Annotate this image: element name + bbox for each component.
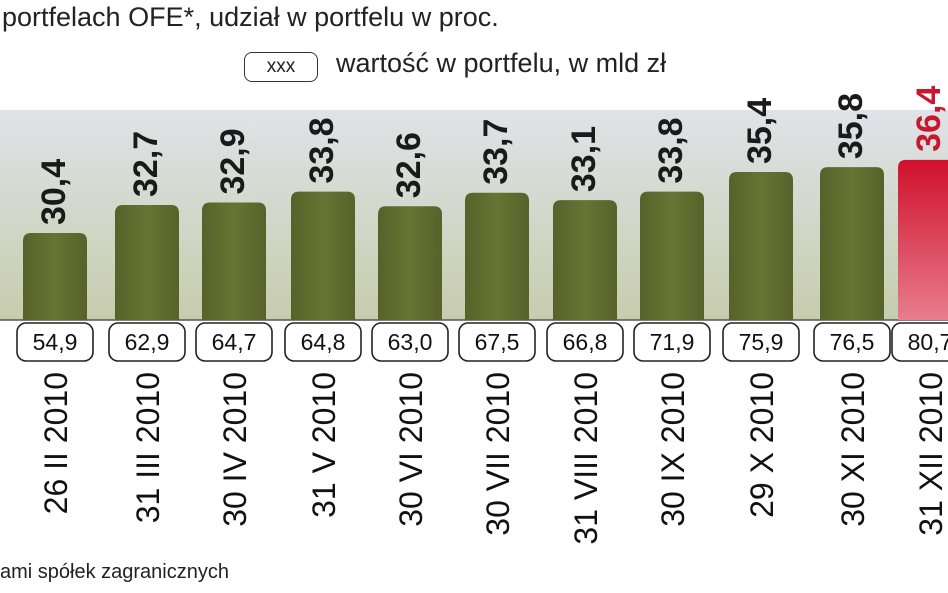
portfolio-value-box	[458, 322, 536, 362]
bar	[898, 159, 948, 320]
bar-value-label: 32,6	[390, 132, 428, 198]
portfolio-value-box	[891, 322, 948, 362]
category-label: 29 X 2010	[744, 372, 780, 518]
bar	[378, 206, 442, 320]
portfolio-value-box	[284, 322, 362, 362]
bar-value-label: 36,4	[910, 86, 948, 152]
bar	[553, 200, 617, 320]
chart-title: portfelach OFE*, udział w portfelu w pro…	[2, 2, 499, 32]
portfolio-value-label: 75,9	[739, 329, 784, 355]
bar	[820, 167, 884, 320]
bar-value-label: 35,4	[741, 98, 779, 164]
portfolio-value-box	[546, 322, 624, 362]
bar-value-label: 33,1	[565, 126, 603, 192]
category-label: 30 IV 2010	[217, 372, 253, 527]
portfolio-value-box	[16, 322, 94, 362]
bar-value-label: 35,8	[832, 93, 870, 159]
category-label: 26 II 2010	[38, 372, 74, 514]
legend-text: wartość w portfelu, w mld zł	[336, 48, 667, 78]
bar	[202, 202, 266, 320]
portfolio-value-label: 63,0	[388, 329, 433, 355]
portfolio-value-box	[195, 322, 273, 362]
bar	[115, 205, 179, 320]
portfolio-value-label: 64,8	[301, 329, 346, 355]
bar	[291, 191, 355, 320]
portfolio-value-label: 71,9	[650, 329, 695, 355]
portfolio-value-label: 66,8	[563, 329, 608, 355]
portfolio-value-label: 64,7	[212, 329, 257, 355]
portfolio-value-box	[813, 322, 891, 362]
category-label: 30 XI 2010	[835, 372, 871, 527]
portfolio-value-label: 80,7	[908, 329, 948, 355]
category-label: 31 V 2010	[306, 372, 342, 518]
category-label: 31 VIII 2010	[568, 372, 604, 545]
category-label: 31 XII 2010	[913, 372, 948, 536]
bar-value-label: 33,7	[477, 119, 515, 185]
bar	[640, 191, 704, 320]
category-label: 30 IX 2010	[655, 372, 691, 527]
footnote: ami spółek zagranicznych	[0, 561, 229, 583]
category-label: 30 VI 2010	[393, 372, 429, 527]
bar-value-label: 32,9	[214, 128, 252, 194]
portfolio-value-box	[633, 322, 711, 362]
bar	[23, 233, 87, 320]
bar	[465, 192, 529, 320]
bar-value-label: 33,8	[303, 117, 341, 183]
bar-value-label: 32,7	[127, 131, 165, 197]
portfolio-value-label: 54,9	[33, 329, 78, 355]
category-label: 31 III 2010	[130, 372, 166, 523]
bar-value-label: 33,8	[652, 117, 690, 183]
portfolio-value-label: 62,9	[125, 329, 170, 355]
legend-value-box: xxx	[244, 52, 318, 82]
bar-value-label: 30,4	[35, 159, 73, 225]
portfolio-value-box	[722, 322, 800, 362]
portfolio-value-box	[108, 322, 186, 362]
portfolio-value-label: 67,5	[475, 329, 520, 355]
portfolio-value-box	[371, 322, 449, 362]
category-label: 30 VII 2010	[480, 372, 516, 536]
portfolio-value-label: 76,5	[830, 329, 875, 355]
bar	[729, 172, 793, 320]
